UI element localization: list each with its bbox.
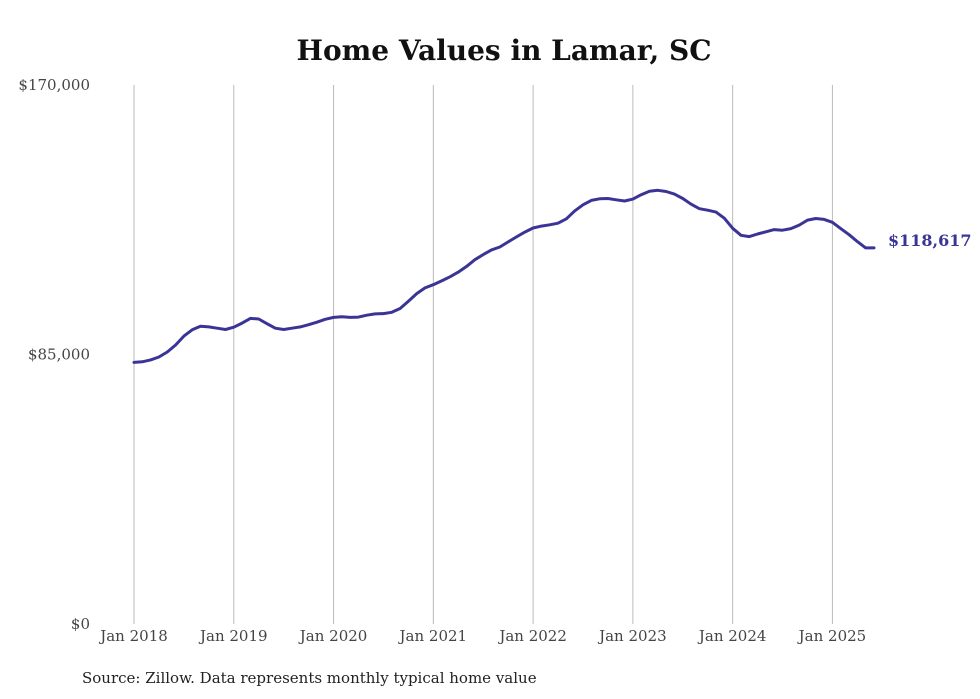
x-tick-label: Jan 2018 (98, 627, 168, 645)
x-tick-label: Jan 2025 (797, 627, 867, 645)
x-tick-label: Jan 2023 (597, 627, 667, 645)
x-tick-label: Jan 2020 (298, 627, 368, 645)
x-tick-label: Jan 2022 (497, 627, 567, 645)
last-value-label: $118,617 (888, 231, 972, 250)
vertical-gridlines (133, 85, 833, 624)
y-tick-label: $0 (71, 615, 90, 633)
y-tick-label: $85,000 (28, 346, 90, 364)
series-line-home-value (132, 188, 876, 364)
x-tick-label: Jan 2019 (198, 627, 268, 645)
x-tick-label: Jan 2021 (398, 627, 468, 645)
chart-title: Home Values in Lamar, SC (297, 34, 712, 67)
source-note: Source: Zillow. Data represents monthly … (82, 669, 537, 687)
x-axis-tick-labels: Jan 2018 Jan 2019 Jan 2020 Jan 2021 Jan 2022… (98, 627, 866, 645)
y-axis-tick-labels: $0 $85,000 $170,000 (18, 76, 90, 633)
y-tick-label: $170,000 (18, 76, 90, 94)
x-tick-label: Jan 2024 (697, 627, 767, 645)
